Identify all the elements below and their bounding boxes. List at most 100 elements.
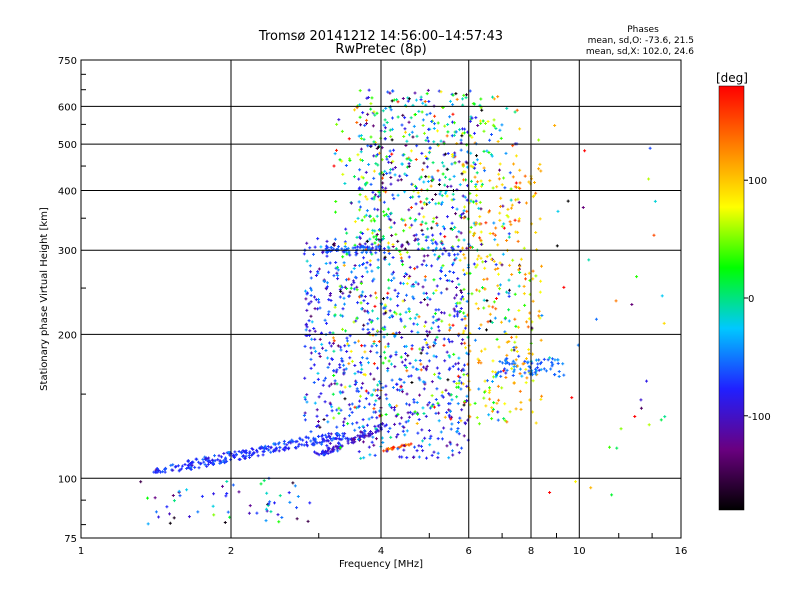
data-point — [500, 321, 503, 324]
data-point — [463, 342, 466, 345]
data-point — [462, 288, 465, 291]
data-point — [350, 283, 353, 286]
data-point — [531, 411, 534, 414]
data-point — [147, 522, 150, 525]
data-point — [398, 455, 401, 458]
data-point — [313, 363, 316, 366]
data-point — [339, 290, 342, 293]
data-point — [351, 360, 354, 363]
data-point — [320, 443, 323, 446]
data-point — [465, 143, 468, 146]
data-point — [660, 418, 663, 421]
data-point — [477, 255, 480, 258]
data-point — [336, 449, 339, 452]
data-point — [373, 362, 376, 365]
data-point — [373, 305, 376, 308]
data-point — [518, 127, 521, 130]
data-point — [332, 350, 335, 353]
data-point — [416, 401, 419, 404]
data-point — [390, 363, 393, 366]
data-point — [350, 270, 353, 273]
data-point — [458, 417, 461, 420]
data-point — [349, 291, 352, 294]
data-point — [363, 350, 366, 353]
data-point — [312, 253, 315, 256]
data-point — [652, 234, 655, 237]
data-point — [410, 149, 413, 152]
data-point — [403, 275, 406, 278]
data-point — [358, 400, 361, 403]
colorbar: [deg] -1000100 — [716, 71, 771, 510]
data-point — [364, 242, 367, 245]
data-point — [336, 382, 339, 385]
data-point — [335, 408, 338, 411]
data-point — [164, 471, 167, 474]
data-point — [460, 408, 463, 411]
data-point — [479, 97, 482, 100]
data-point — [411, 195, 414, 198]
data-point — [408, 403, 411, 406]
data-point — [414, 281, 417, 284]
data-point — [393, 221, 396, 224]
data-point — [451, 453, 454, 456]
data-point — [493, 260, 496, 263]
data-point — [514, 219, 517, 222]
data-point — [327, 271, 330, 274]
data-point — [496, 95, 499, 98]
data-point — [446, 378, 449, 381]
data-point — [480, 350, 483, 353]
data-point — [426, 254, 429, 257]
data-point — [487, 305, 490, 308]
data-point — [510, 199, 513, 202]
data-point — [312, 327, 315, 330]
data-point — [509, 220, 512, 223]
data-point — [479, 361, 482, 364]
data-point — [212, 513, 215, 516]
data-point — [425, 239, 428, 242]
data-point — [510, 273, 513, 276]
data-point — [343, 261, 346, 264]
data-point — [360, 148, 363, 151]
data-point — [334, 211, 337, 214]
data-point — [371, 441, 374, 444]
data-point — [367, 361, 370, 364]
data-point — [358, 208, 361, 211]
data-point — [633, 415, 636, 418]
data-point — [327, 313, 330, 316]
data-point — [432, 217, 435, 220]
data-point — [295, 506, 298, 509]
data-point — [328, 384, 331, 387]
data-point — [460, 342, 463, 345]
data-point — [517, 355, 520, 358]
data-point — [426, 92, 429, 95]
data-point — [470, 292, 473, 295]
data-point — [296, 517, 299, 520]
data-point — [347, 362, 350, 365]
data-point — [528, 370, 531, 373]
data-point — [395, 312, 398, 315]
data-point — [558, 375, 561, 378]
data-point — [419, 200, 422, 203]
data-point — [337, 268, 340, 271]
data-point — [509, 410, 512, 413]
data-point — [288, 491, 291, 494]
data-point — [476, 416, 479, 419]
data-point — [534, 231, 537, 234]
data-point — [361, 290, 364, 293]
data-point — [329, 246, 332, 249]
data-point — [366, 328, 369, 331]
data-point — [322, 384, 325, 387]
data-point — [512, 163, 515, 166]
colorbar-ticks: -1000100 — [744, 176, 771, 423]
data-point — [435, 289, 438, 292]
data-point — [363, 309, 366, 312]
data-point — [457, 245, 460, 248]
data-point — [355, 121, 358, 124]
data-point — [394, 233, 397, 236]
data-point — [524, 273, 527, 276]
data-point — [488, 398, 491, 401]
data-point — [417, 110, 420, 113]
data-point — [423, 254, 426, 257]
data-point — [310, 352, 313, 355]
data-point — [527, 181, 530, 184]
